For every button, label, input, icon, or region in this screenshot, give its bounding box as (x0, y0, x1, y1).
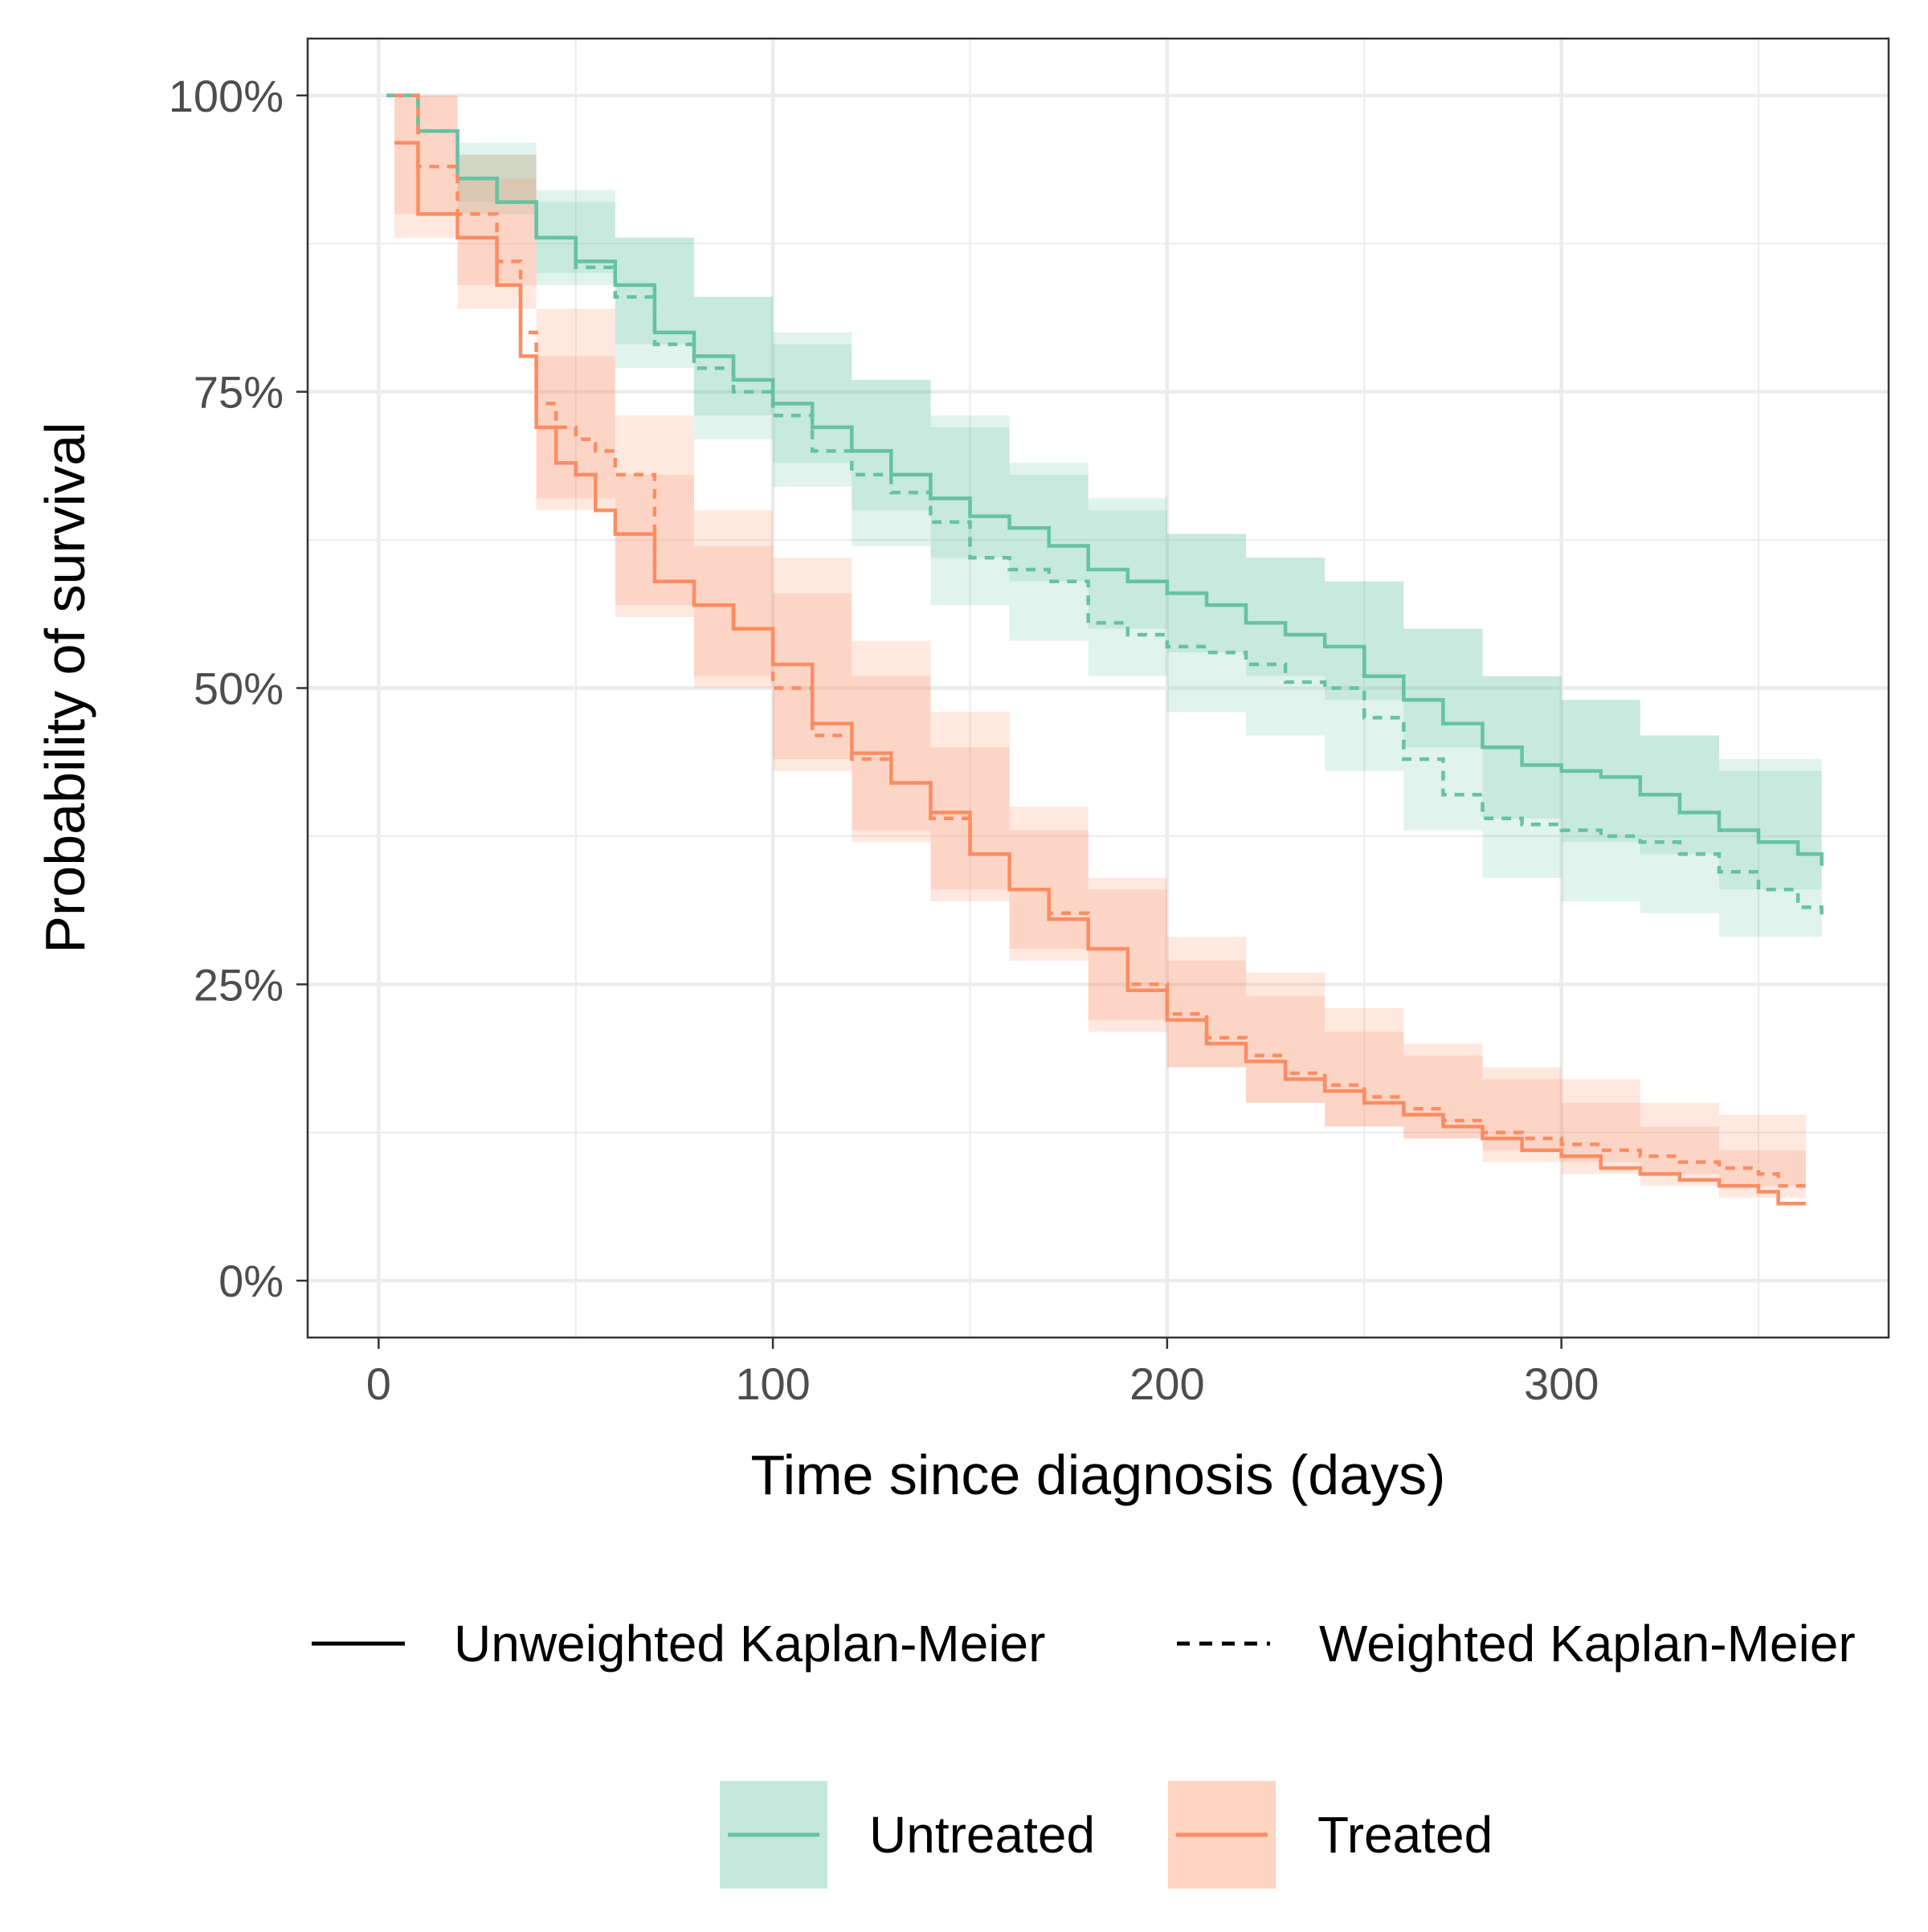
confidence-band-untreated-solid (386, 95, 1822, 925)
legend-label-unweighted: Unweighted Kaplan-Meier (454, 1615, 1045, 1673)
y-tick-label: 75% (194, 367, 284, 418)
survival-line-untreated-solid (386, 93, 1824, 866)
y-axis-title: Probability of survival (34, 422, 96, 953)
grid-layer (308, 39, 1889, 1338)
y-tick-label: 25% (194, 959, 284, 1010)
y-tick-label: 0% (219, 1256, 284, 1306)
x-tick-label: 200 (1129, 1358, 1204, 1409)
survival-line-untreated-dashed (386, 93, 1824, 920)
group-legend: Untreated Treated (720, 1781, 1493, 1889)
legend-label-treated: Treated (1317, 1806, 1493, 1864)
linetype-legend: Unweighted Kaplan-Meier Weighted Kaplan-… (312, 1615, 1856, 1673)
survival-line-treated-dashed (394, 93, 1806, 1188)
axis-layer: 0 100 200 300 0% 25% 50% 75% 100% (169, 71, 1599, 1409)
x-axis-title: Time since diagnosis (days) (751, 1444, 1446, 1506)
legend-label-untreated: Untreated (869, 1806, 1095, 1864)
survival-line-layer (386, 93, 1824, 1206)
legend-label-weighted: Weighted Kaplan-Meier (1319, 1615, 1856, 1673)
y-tick-label: 100% (169, 71, 284, 121)
survival-line-treated-solid (394, 141, 1806, 1206)
x-tick-label: 0 (366, 1358, 391, 1409)
x-tick-label: 100 (735, 1358, 810, 1409)
y-tick-label: 50% (194, 664, 284, 714)
x-tick-label: 300 (1524, 1358, 1599, 1409)
confidence-band-untreated-dashed (386, 95, 1822, 973)
